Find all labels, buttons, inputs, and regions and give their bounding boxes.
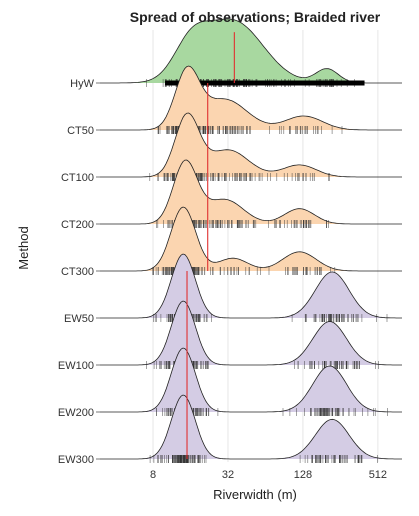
y-tick-label-EW300: EW300 [58, 454, 94, 466]
ridge-EW300 [100, 394, 402, 463]
rug-ticks [149, 455, 378, 463]
y-tick-label-HyW: HyW [70, 78, 94, 90]
ridge-EW200 [100, 347, 402, 416]
ridge-fill [100, 113, 402, 177]
y-tick-label-EW100: EW100 [58, 360, 94, 372]
label-layer: 8 32 128 512 HyW CT50 CT100 CT200 CT300 EW50 EW100… [58, 78, 387, 481]
y-tick-label-EW50: EW50 [64, 313, 94, 325]
ridge-fill [100, 207, 402, 271]
x-tick-label: 8 [150, 469, 156, 481]
x-axis-title: Riverwidth (m) [213, 487, 297, 502]
ridge-EW50 [100, 253, 402, 322]
y-tick-label-CT200: CT200 [61, 219, 94, 231]
ridge-outline [100, 159, 402, 225]
ridge-outline [100, 112, 402, 178]
x-tick-label: 32 [222, 469, 234, 481]
chart-title: Spread of observations; Braided river [130, 9, 381, 25]
median-lines [186, 32, 235, 459]
x-tick-label: 128 [294, 469, 312, 481]
ridge-fill [100, 348, 402, 412]
ridge-fill [100, 19, 402, 83]
y-tick-label-EW200: EW200 [58, 407, 94, 419]
x-tick-label: 512 [369, 469, 387, 481]
ridge-outline [100, 347, 402, 413]
y-tick-label-CT100: CT100 [61, 172, 94, 184]
y-axis-title: Method [16, 226, 31, 269]
ridge-layer [100, 18, 402, 463]
ridge-fill [100, 160, 402, 224]
ridge-outline [100, 65, 402, 131]
ridge-outline [100, 253, 402, 319]
ridge-outline [100, 300, 402, 366]
ridge-fill [100, 66, 402, 130]
y-tick-label-CT300: CT300 [61, 266, 94, 278]
ridge-fill [100, 301, 402, 365]
ridge-outline [100, 206, 402, 272]
ridge-HyW [100, 18, 402, 87]
ridge-fill [100, 395, 402, 459]
ridge-fill [100, 254, 402, 318]
y-tick-label-CT50: CT50 [67, 125, 94, 137]
